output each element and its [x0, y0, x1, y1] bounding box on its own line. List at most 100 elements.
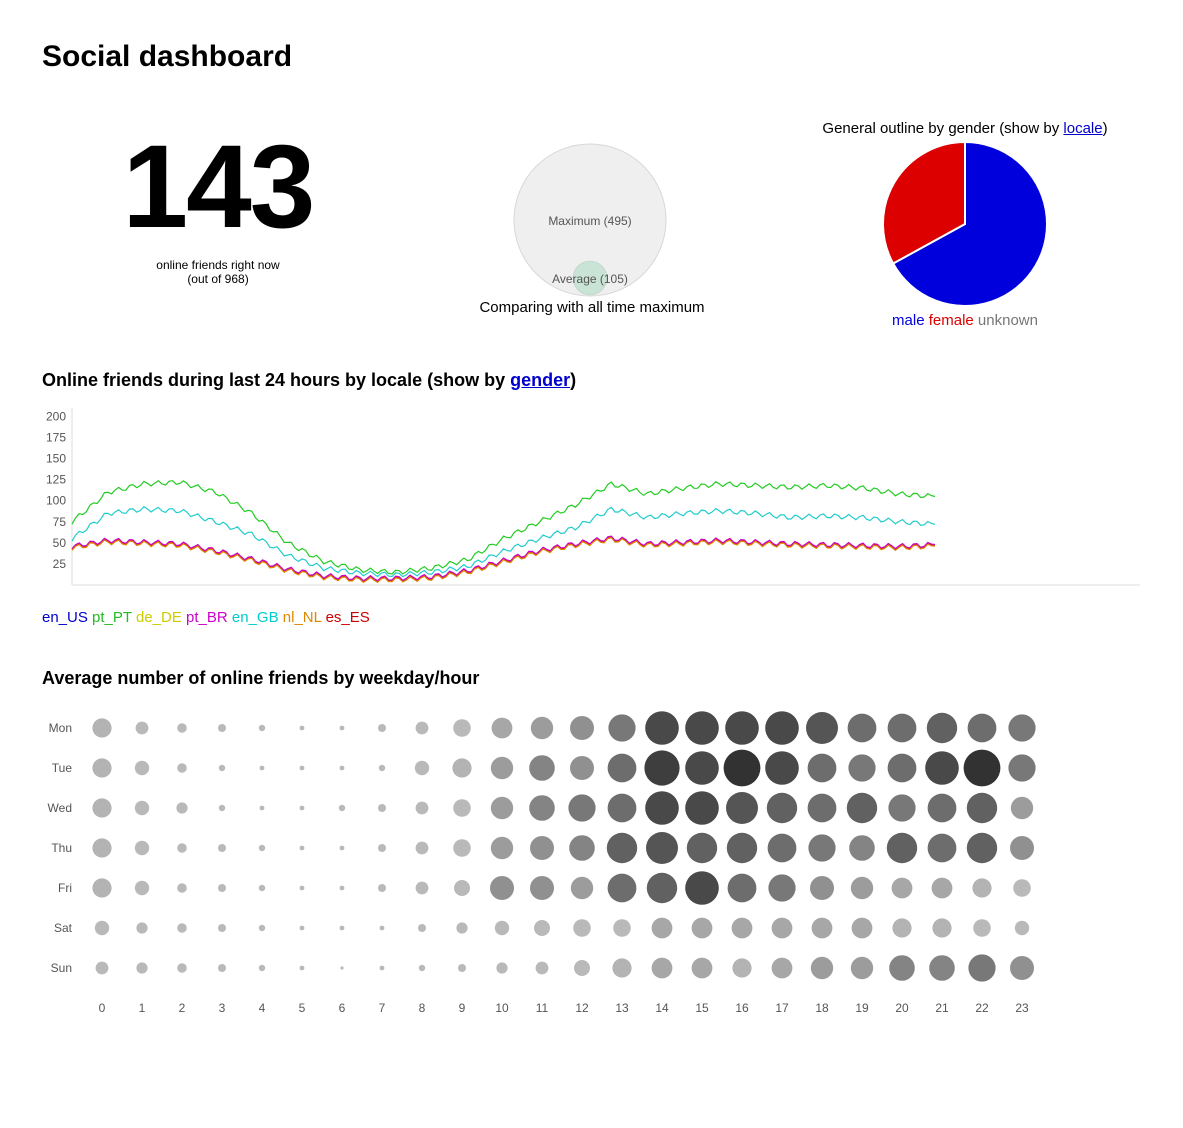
show-by-locale-link[interactable]: locale	[1063, 120, 1103, 137]
punch-dot	[299, 925, 305, 931]
punch-dot	[418, 964, 426, 972]
punch-dot	[258, 964, 266, 972]
punch-dot	[258, 724, 266, 732]
legend-male: male	[892, 312, 925, 329]
punch-dot	[570, 876, 594, 900]
punch-dot	[258, 844, 266, 852]
punch-dot	[1013, 879, 1031, 897]
online-caption-line2: (out of 968)	[187, 272, 249, 286]
page-title: Social dashboard	[42, 40, 293, 73]
hour-label: 14	[655, 1001, 669, 1015]
legend-en-gb: en_GB	[231, 609, 279, 626]
hour-label: 16	[735, 1001, 749, 1015]
punch-dot	[92, 838, 112, 858]
punch-dot	[339, 885, 345, 891]
punch-dot	[177, 923, 187, 933]
weekday-label: Tue	[52, 761, 73, 775]
hour-label: 6	[339, 1001, 346, 1015]
punch-dot	[339, 845, 345, 851]
punch-dot	[338, 804, 346, 812]
punch-dot	[452, 758, 472, 778]
average-label: Average (105)	[552, 272, 628, 286]
punch-dot	[685, 791, 719, 825]
punch-dot	[850, 876, 874, 900]
punch-dot	[415, 881, 429, 895]
punch-dot	[490, 796, 514, 820]
timeline-title: Online friends during last 24 hours by l…	[42, 370, 576, 391]
legend-es-es: es_ES	[325, 609, 370, 626]
punch-dot	[1008, 754, 1036, 782]
punch-dot	[732, 958, 752, 978]
punch-dot	[529, 755, 555, 781]
punch-dot	[379, 925, 385, 931]
punch-dot	[574, 960, 590, 976]
punch-dot	[725, 711, 759, 745]
punch-dot	[645, 711, 679, 745]
punch-dot	[92, 758, 112, 778]
punch-dot	[378, 844, 386, 852]
punch-dot	[218, 724, 226, 732]
punch-dot	[379, 965, 385, 971]
punch-dot	[810, 876, 834, 900]
punch-dot	[529, 795, 555, 821]
punch-dot	[607, 793, 637, 823]
punchcard-title: Average number of online friends by week…	[42, 668, 480, 688]
punch-dot	[1008, 714, 1036, 742]
punch-dot	[889, 955, 915, 981]
punch-dot	[929, 955, 955, 981]
locale-legend: en_US pt_PT de_DE pt_BR en_GB nl_NL es_E…	[42, 609, 370, 626]
punch-dot	[568, 794, 596, 822]
legend-en-us: en_US	[42, 609, 88, 626]
punch-dot	[414, 760, 430, 776]
punch-dot	[685, 751, 719, 785]
punch-dot	[767, 833, 797, 863]
punch-dot	[966, 832, 998, 864]
punch-dot	[378, 804, 386, 812]
punch-dot	[765, 711, 799, 745]
punch-dot	[886, 832, 918, 864]
hour-label: 7	[379, 1001, 386, 1015]
punch-dot	[458, 964, 466, 972]
punch-dot	[134, 800, 150, 816]
hour-label: 13	[615, 1001, 629, 1015]
punch-dot	[453, 719, 471, 737]
punch-dot	[340, 966, 344, 970]
punch-dot	[771, 957, 793, 979]
punch-dot	[258, 924, 266, 932]
punch-dot	[494, 920, 510, 936]
punch-dot	[415, 801, 429, 815]
punch-dot	[490, 876, 514, 900]
punch-dot	[339, 925, 345, 931]
hour-label: 9	[459, 1001, 466, 1015]
punch-dot	[966, 792, 998, 824]
punch-dot	[415, 721, 429, 735]
punch-dot	[691, 957, 713, 979]
gender-pie-title-prefix: General outline by gender (show by	[822, 120, 1064, 137]
punch-dot	[94, 920, 110, 936]
gender-pie-chart	[882, 140, 1048, 307]
punch-dot	[258, 884, 266, 892]
punch-dot	[808, 834, 836, 862]
punch-dot	[807, 753, 837, 783]
online-count: 143	[122, 121, 316, 253]
punch-dot	[176, 802, 188, 814]
punch-dot	[849, 835, 875, 861]
punch-dot	[92, 878, 112, 898]
weekday-label: Sat	[54, 921, 73, 935]
punch-dot	[135, 721, 149, 735]
punch-dot	[807, 793, 837, 823]
hour-label: 22	[975, 1001, 989, 1015]
hour-label: 3	[219, 1001, 226, 1015]
punch-dot	[573, 919, 591, 937]
punch-dot	[259, 805, 265, 811]
punch-dot	[218, 844, 226, 852]
show-by-gender-link[interactable]: gender	[510, 370, 571, 390]
punch-dot	[378, 764, 386, 772]
punch-dot	[846, 792, 878, 824]
punch-dot	[926, 712, 958, 744]
punch-dot	[259, 765, 265, 771]
punch-dot	[765, 751, 799, 785]
punch-dot	[850, 956, 874, 980]
punch-dot	[177, 843, 187, 853]
